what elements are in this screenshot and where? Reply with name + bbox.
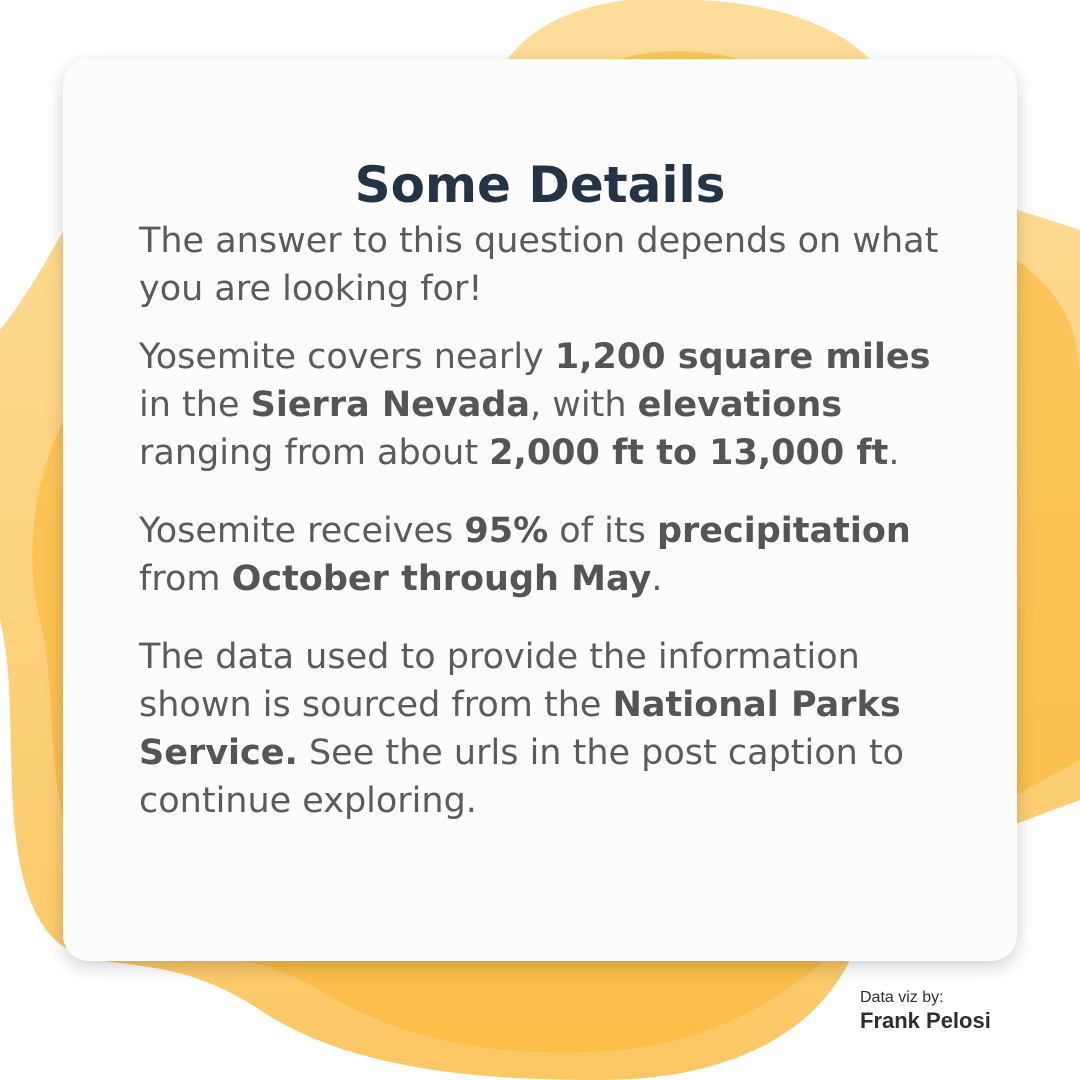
- paragraph-source: The data used to provide the information…: [139, 637, 905, 821]
- card-body: The answer to this question depends on w…: [139, 217, 959, 845]
- credit-name: Frank Pelosi: [860, 1008, 991, 1033]
- paragraph-precipitation: Yosemite receives 95% of its precipitati…: [139, 511, 911, 599]
- paragraph-area: Yosemite covers nearly 1,200 square mile…: [139, 337, 931, 473]
- credit-label: Data viz by:: [860, 989, 944, 1006]
- card-title: Some Details: [354, 156, 726, 214]
- details-card: Some Details The answer to this question…: [63, 59, 1017, 961]
- paragraph-intro: The answer to this question depends on w…: [139, 221, 939, 309]
- author-credit: Data viz by: Frank Pelosi: [860, 988, 991, 1034]
